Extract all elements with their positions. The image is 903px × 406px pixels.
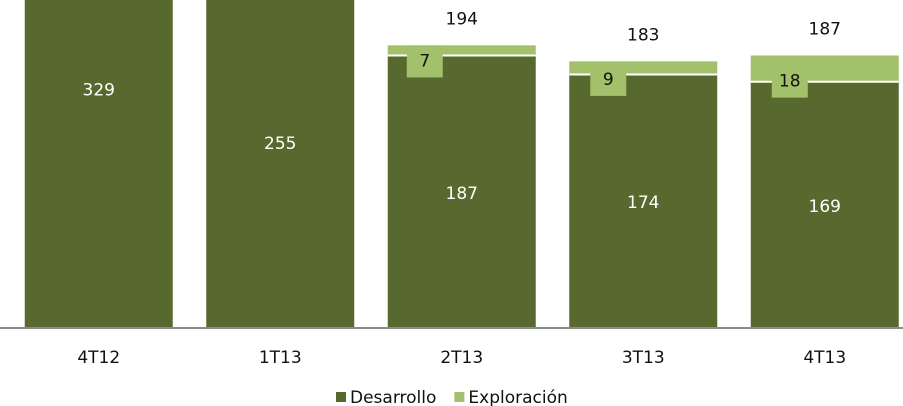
x-tick-label: 3T13 bbox=[622, 348, 665, 368]
data-label: 169 bbox=[809, 197, 841, 217]
legend-swatch bbox=[336, 392, 346, 402]
data-label-box bbox=[590, 63, 627, 96]
data-label: 7 bbox=[419, 51, 430, 71]
bar-segment bbox=[569, 74, 718, 328]
total-label: 183 bbox=[627, 25, 659, 45]
x-tick-label: 4T12 bbox=[77, 348, 120, 368]
data-label: 174 bbox=[627, 193, 659, 213]
data-label-box bbox=[771, 65, 808, 98]
bar-segment bbox=[387, 55, 536, 329]
total-label: 187 bbox=[809, 20, 841, 40]
bar-segment bbox=[750, 81, 899, 328]
total-label: 194 bbox=[446, 9, 478, 29]
bar-segment bbox=[387, 45, 536, 56]
x-tick-label: 1T13 bbox=[259, 348, 302, 368]
data-label: 187 bbox=[446, 184, 478, 204]
x-tick-label: 4T13 bbox=[803, 348, 846, 368]
legend-swatch bbox=[454, 392, 465, 402]
legend-label: Desarrollo bbox=[350, 388, 436, 406]
data-label: 329 bbox=[83, 80, 115, 100]
data-label: 9 bbox=[603, 70, 614, 90]
legend-label: Exploración bbox=[468, 388, 567, 406]
data-label: 255 bbox=[264, 134, 296, 154]
data-label-box bbox=[406, 45, 443, 78]
x-tick-label: 2T13 bbox=[440, 348, 483, 368]
bar-segment bbox=[24, 0, 173, 328]
data-label: 18 bbox=[779, 72, 801, 92]
bar-segment bbox=[206, 0, 355, 329]
